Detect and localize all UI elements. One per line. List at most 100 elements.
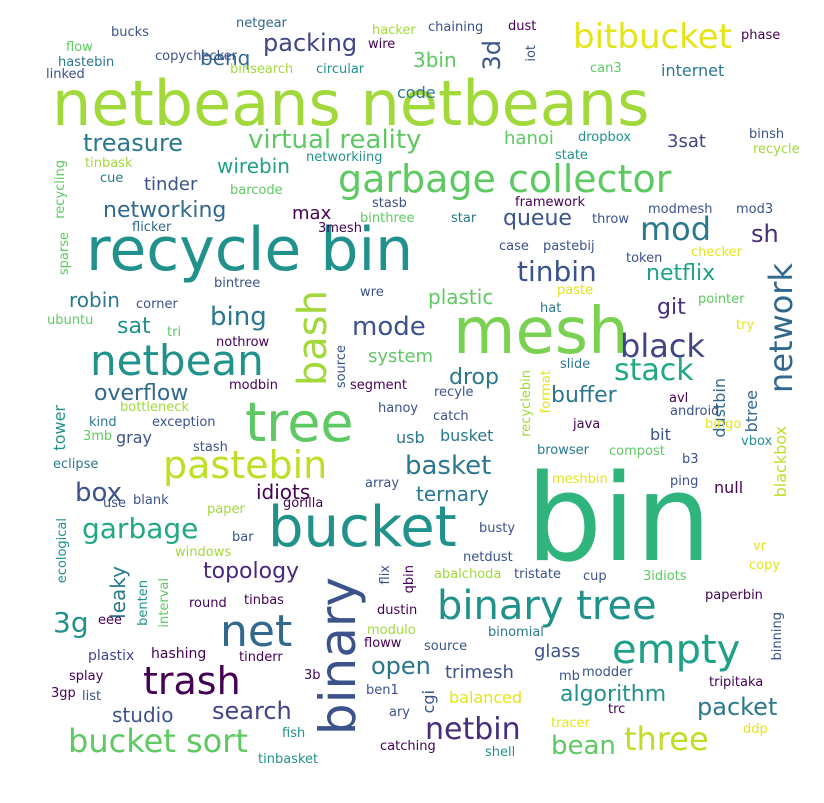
word: paperbin	[705, 588, 763, 603]
word: binary	[309, 577, 367, 736]
word: tinderr	[239, 650, 283, 665]
word: virtual reality	[248, 125, 422, 155]
word: buffer	[551, 383, 617, 408]
word: wre	[360, 285, 384, 300]
word: tri	[167, 325, 182, 340]
word: browser	[537, 443, 590, 458]
word: wire	[368, 37, 396, 52]
word: tinbasket	[258, 752, 319, 767]
word: meshbin	[552, 472, 608, 487]
word: sparse	[57, 232, 72, 276]
word: iot	[524, 45, 539, 62]
word: hanoy	[378, 401, 419, 416]
word: network	[762, 263, 800, 393]
word: format	[539, 370, 554, 414]
word: leaky	[106, 566, 130, 619]
word: ary	[389, 705, 411, 720]
word: system	[368, 346, 434, 367]
word: basket	[405, 451, 492, 481]
word: bing	[210, 302, 267, 332]
word: linked	[46, 67, 85, 82]
word: max	[292, 203, 332, 224]
word: binthree	[360, 211, 415, 226]
word: packet	[697, 693, 778, 721]
word: gorilla	[283, 496, 324, 511]
word: recycling	[53, 160, 68, 219]
word: btree	[742, 390, 761, 433]
word: 3sat	[667, 131, 706, 152]
word: binomial	[488, 625, 544, 640]
word: garbage	[82, 512, 199, 545]
word: eclipse	[53, 457, 99, 472]
word: sh	[751, 220, 779, 248]
word: cgi	[419, 690, 438, 714]
word: list	[82, 689, 102, 704]
word: android	[670, 404, 720, 419]
word: hastebin	[58, 55, 115, 70]
word: flix	[378, 565, 393, 585]
word: stash	[193, 440, 228, 455]
word: bingo	[705, 417, 742, 432]
word: qbin	[402, 565, 417, 594]
word: 3mb	[83, 429, 113, 444]
word: black	[620, 327, 705, 365]
word: drop	[449, 365, 499, 390]
word: copy	[749, 558, 781, 573]
word: tree	[245, 391, 354, 454]
word: 3gp	[51, 686, 76, 701]
word: catch	[433, 409, 469, 424]
word: segment	[350, 378, 408, 393]
word: ping	[670, 474, 699, 489]
word: busty	[479, 521, 516, 536]
word: ternary	[416, 482, 490, 506]
word: binary tree	[437, 583, 657, 629]
word: glass	[534, 641, 581, 662]
word: circular	[316, 62, 365, 77]
word: search	[212, 697, 292, 725]
word: throw	[592, 212, 629, 227]
word: netbean	[90, 336, 264, 385]
word: box	[75, 478, 122, 508]
word: framework	[515, 195, 586, 210]
word: java	[573, 417, 601, 432]
word: ecological	[55, 518, 70, 584]
word: source	[334, 345, 349, 389]
word: chaining	[428, 20, 484, 35]
word: tinder	[144, 174, 198, 195]
word: try	[736, 318, 755, 333]
word: mod	[640, 210, 712, 248]
word: fish	[282, 726, 306, 741]
word: trimesh	[445, 662, 514, 683]
word: dropbox	[578, 130, 632, 145]
word: recyle	[434, 385, 474, 400]
word: gray	[116, 428, 153, 447]
word: networkiing	[306, 150, 383, 165]
word: shell	[485, 745, 516, 760]
word: token	[626, 251, 663, 266]
word: copychecker	[155, 49, 237, 64]
word: stack	[614, 353, 694, 388]
word: hat	[540, 301, 562, 316]
word: plastix	[88, 648, 135, 664]
word: 3bin	[413, 48, 457, 72]
word: b3	[682, 452, 699, 467]
word: exception	[152, 415, 216, 430]
word: cup	[583, 569, 607, 584]
word: robin	[69, 288, 120, 312]
word: netgear	[236, 16, 287, 31]
word: modmesh	[648, 202, 713, 217]
word: recycle	[753, 142, 800, 157]
word: hanoi	[504, 128, 554, 149]
word: benten	[136, 580, 151, 626]
word: bottleneck	[120, 400, 189, 415]
word: code	[397, 83, 436, 102]
word: tracer	[551, 716, 590, 731]
word: 3g	[53, 606, 89, 639]
word: net	[220, 606, 293, 657]
word: binning	[770, 612, 785, 661]
word: 3mesh	[318, 221, 362, 236]
word: 3b	[304, 668, 321, 683]
word: tripitaka	[709, 675, 764, 690]
word: tinbask	[85, 156, 133, 171]
